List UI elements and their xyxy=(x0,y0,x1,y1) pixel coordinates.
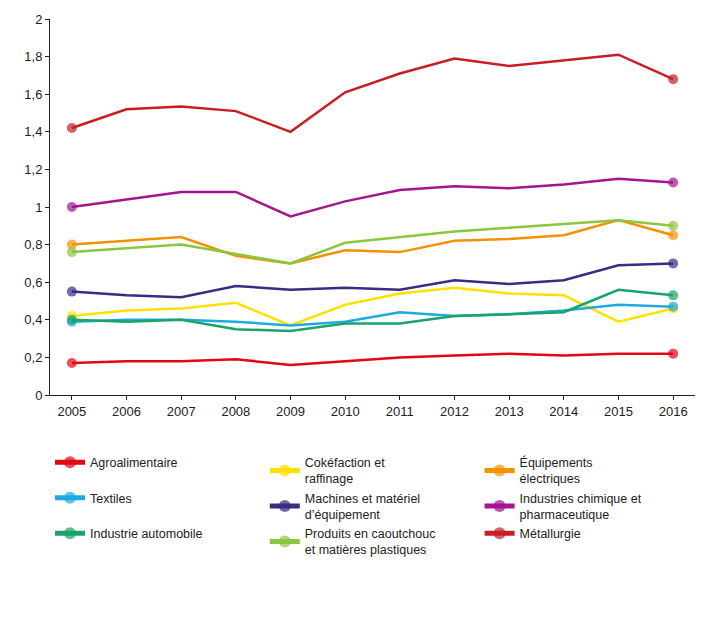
svg-text:Agroalimentaire: Agroalimentaire xyxy=(90,456,178,470)
svg-text:1,8: 1,8 xyxy=(24,49,42,64)
svg-text:2005: 2005 xyxy=(57,404,86,419)
svg-text:Équipementsélectriques: Équipementsélectriques xyxy=(520,455,593,486)
svg-text:2014: 2014 xyxy=(549,404,578,419)
svg-text:Cokéfaction etraffinage: Cokéfaction etraffinage xyxy=(305,456,385,486)
svg-text:0,2: 0,2 xyxy=(24,350,42,365)
svg-text:2015: 2015 xyxy=(604,404,633,419)
svg-text:2013: 2013 xyxy=(495,404,524,419)
svg-text:1,4: 1,4 xyxy=(24,124,42,139)
svg-text:2006: 2006 xyxy=(112,404,141,419)
svg-text:Métallurgie: Métallurgie xyxy=(520,527,581,541)
svg-text:Industries chimique etpharmace: Industries chimique etpharmaceutique xyxy=(520,492,642,522)
svg-text:2012: 2012 xyxy=(440,404,469,419)
svg-text:2011: 2011 xyxy=(386,404,414,419)
svg-text:Produits en caoutchoucet matiè: Produits en caoutchoucet matières plasti… xyxy=(305,527,436,557)
svg-text:1,6: 1,6 xyxy=(24,87,42,102)
svg-text:1: 1 xyxy=(35,200,42,215)
svg-text:0,6: 0,6 xyxy=(24,275,42,290)
svg-text:0,4: 0,4 xyxy=(24,312,42,327)
svg-text:0: 0 xyxy=(35,388,42,403)
svg-text:0,8: 0,8 xyxy=(24,237,42,252)
svg-text:Industrie automobile: Industrie automobile xyxy=(90,527,203,541)
svg-text:2010: 2010 xyxy=(331,404,360,419)
svg-text:2: 2 xyxy=(35,12,42,27)
svg-text:1,2: 1,2 xyxy=(24,162,42,177)
svg-text:2008: 2008 xyxy=(221,404,250,419)
svg-text:2016: 2016 xyxy=(659,404,688,419)
svg-text:Machines et matérield’équipeme: Machines et matérield’équipement xyxy=(305,492,420,522)
svg-text:2009: 2009 xyxy=(276,404,305,419)
svg-text:2007: 2007 xyxy=(167,404,196,419)
svg-text:Textiles: Textiles xyxy=(90,492,132,506)
